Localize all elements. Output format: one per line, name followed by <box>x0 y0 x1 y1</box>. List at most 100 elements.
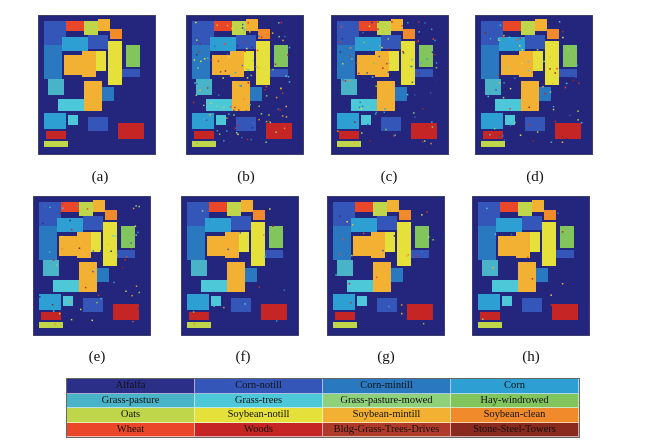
misclassified-pixel <box>528 123 531 126</box>
classification-map-c <box>331 15 449 155</box>
class-region <box>211 296 221 306</box>
misclassified-pixel <box>137 307 140 310</box>
misclassified-pixel <box>52 259 55 261</box>
misclassified-pixel <box>51 303 54 306</box>
class-region <box>357 55 375 75</box>
misclassified-pixel <box>550 141 553 143</box>
class-region <box>505 115 515 125</box>
class-region <box>44 45 62 79</box>
misclassified-pixel <box>549 68 551 70</box>
misclassified-pixel <box>433 53 436 56</box>
class-region <box>530 232 540 252</box>
misclassified-pixel <box>132 207 135 210</box>
class-region <box>43 260 59 276</box>
class-region <box>391 19 403 31</box>
map-canvas <box>38 15 156 155</box>
misclassified-pixel <box>381 46 383 49</box>
misclassified-pixel <box>374 113 377 115</box>
class-region <box>522 298 542 312</box>
misclassified-pixel <box>382 67 384 69</box>
misclassified-pixel <box>407 22 409 24</box>
misclassified-pixel <box>558 221 560 223</box>
class-region <box>337 260 353 276</box>
misclassified-pixel <box>76 205 79 207</box>
misclassified-pixel <box>284 35 286 38</box>
class-region <box>351 99 379 111</box>
misclassified-pixel <box>495 111 497 113</box>
class-region <box>521 21 535 35</box>
misclassified-pixel <box>200 60 202 63</box>
misclassified-pixel <box>393 235 396 237</box>
misclassified-pixel <box>519 45 521 47</box>
class-region <box>232 21 246 35</box>
class-region <box>501 55 519 75</box>
class-region <box>560 226 574 248</box>
class-region <box>519 51 533 77</box>
misclassified-pixel <box>42 222 44 225</box>
misclassified-pixel <box>339 215 341 217</box>
misclassified-pixel <box>386 62 388 65</box>
misclassified-pixel <box>414 116 416 118</box>
class-region <box>187 226 205 260</box>
misclassified-pixel <box>503 82 505 84</box>
misclassified-pixel <box>432 38 434 40</box>
misclassified-pixel <box>342 79 344 81</box>
class-region <box>98 19 110 31</box>
class-region <box>232 81 250 111</box>
class-region <box>337 141 361 147</box>
misclassified-pixel <box>388 305 390 308</box>
misclassified-pixel <box>223 140 225 142</box>
class-region <box>542 222 556 266</box>
misclassified-pixel <box>252 122 254 124</box>
misclassified-pixel <box>402 239 404 241</box>
misclassified-pixel <box>388 62 391 65</box>
class-region <box>88 35 108 49</box>
misclassified-pixel <box>536 131 539 133</box>
misclassified-pixel <box>229 106 232 108</box>
class-region <box>227 262 245 292</box>
misclassified-pixel <box>86 208 89 210</box>
misclassified-pixel <box>498 136 500 138</box>
legend-item: Wheat <box>67 422 195 437</box>
misclassified-pixel <box>211 140 214 143</box>
misclassified-pixel <box>241 64 244 67</box>
class-region <box>194 131 214 139</box>
misclassified-pixel <box>498 82 501 84</box>
misclassified-pixel <box>508 36 511 38</box>
misclassified-pixel <box>362 232 365 235</box>
misclassified-pixel <box>385 128 387 131</box>
misclassified-pixel <box>527 256 529 259</box>
class-region <box>333 226 351 260</box>
legend-item: Woods <box>195 422 323 437</box>
class-region <box>411 250 429 258</box>
misclassified-pixel <box>497 39 500 41</box>
legend-item: Corn-mintill <box>323 379 451 394</box>
misclassified-pixel <box>281 115 284 117</box>
misclassified-pixel <box>368 25 371 27</box>
class-region <box>96 51 106 71</box>
class-region <box>536 268 548 282</box>
class-region <box>351 218 377 232</box>
class-region <box>192 141 216 147</box>
class-region <box>535 19 547 31</box>
misclassified-pixel <box>391 21 393 23</box>
misclassified-pixel <box>97 294 100 297</box>
misclassified-pixel <box>421 214 423 216</box>
class-region <box>103 222 117 266</box>
misclassified-pixel <box>369 140 371 142</box>
misclassified-pixel <box>199 89 201 92</box>
misclassified-pixel <box>70 318 73 321</box>
legend-item: Oats <box>67 408 195 423</box>
class-region <box>227 202 241 216</box>
misclassified-pixel <box>565 138 568 140</box>
legend-item: Soybean-clean <box>451 408 579 423</box>
misclassified-pixel <box>502 96 505 99</box>
class-region <box>191 260 207 276</box>
map-canvas <box>181 196 299 336</box>
class-region <box>377 21 391 35</box>
misclassified-pixel <box>58 312 61 315</box>
misclassified-pixel <box>196 39 198 41</box>
misclassified-pixel <box>61 247 64 250</box>
misclassified-pixel <box>278 22 280 24</box>
misclassified-pixel <box>394 134 396 136</box>
